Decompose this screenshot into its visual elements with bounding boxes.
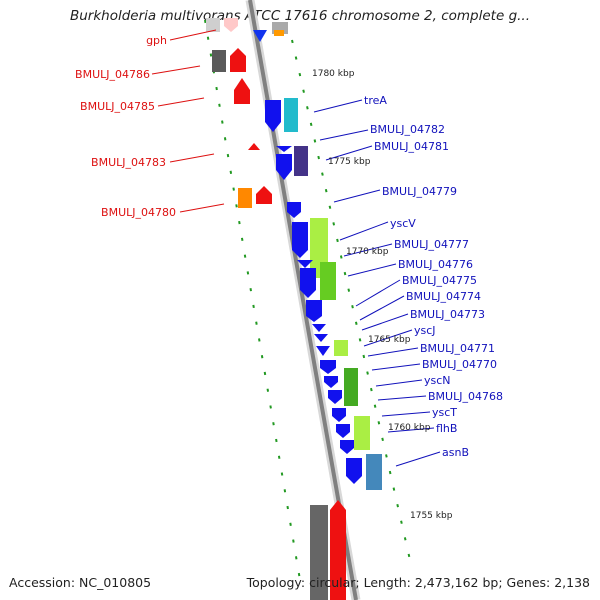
- gene-label-BMULJ_04783: BMULJ_04783: [91, 156, 166, 169]
- gene-label-BMULJ_04771: BMULJ_04771: [420, 342, 495, 355]
- gene-label-BMULJ_04786: BMULJ_04786: [75, 68, 150, 81]
- gene-label-BMULJ_04774: BMULJ_04774: [406, 290, 481, 303]
- gene-label-yscN: yscN: [424, 374, 451, 387]
- gene-label-BMULJ_04782: BMULJ_04782: [370, 123, 445, 136]
- gene-lower-red: [330, 500, 346, 600]
- gene-BMULJ_04785: [234, 78, 250, 104]
- gene-label-BMULJ_04768: BMULJ_04768: [428, 390, 503, 403]
- kbp-label-1770: 1770 kbp: [346, 247, 389, 257]
- kbp-label-1755: 1755 kbp: [410, 511, 453, 521]
- gene-label-BMULJ_04776: BMULJ_04776: [398, 258, 473, 271]
- forward-strand-genes: [253, 22, 382, 490]
- gene-label-gph: gph: [146, 34, 167, 47]
- gene-label-flhB: flhB: [436, 422, 457, 435]
- topology-text: Topology: circular; Length: 2,473,162 bp…: [246, 575, 590, 590]
- map-title: Burkholderia multivorans ATCC 17616 chro…: [69, 8, 531, 24]
- outer-tick-track: [291, 39, 411, 561]
- gene-label-BMULJ_04773: BMULJ_04773: [410, 308, 485, 321]
- gene-BMULJ_04783: [248, 143, 260, 150]
- gene-label-yscJ: yscJ: [414, 324, 436, 337]
- gene-label-yscT: yscT: [432, 406, 457, 419]
- gene-BMULJ_04780-b: [256, 186, 272, 204]
- gene-label-BMULJ_04770: BMULJ_04770: [422, 358, 497, 371]
- gene-lower-grey: [310, 505, 328, 600]
- kbp-label-1775: 1775 kbp: [328, 157, 371, 167]
- gene-label-yscV: yscV: [390, 217, 416, 230]
- gene-gph-2: [224, 18, 238, 32]
- gene-label-asnB: asnB: [442, 446, 469, 459]
- gene-label-BMULJ_04775: BMULJ_04775: [402, 274, 477, 287]
- kbp-label-1760: 1760 kbp: [388, 423, 431, 433]
- accession-text: Accession: NC_010805: [9, 575, 152, 590]
- kbp-label-1780: 1780 kbp: [312, 69, 355, 79]
- gene-BMULJ_04780-a: [238, 188, 252, 208]
- gene-gph: [206, 18, 220, 32]
- gene-label-BMULJ_04780: BMULJ_04780: [101, 206, 176, 219]
- gene-label-treA: treA: [364, 94, 387, 107]
- gene-label-BMULJ_04777: BMULJ_04777: [394, 238, 469, 251]
- gene-BMULJ_04786-b: [230, 48, 246, 72]
- kbp-label-1765: 1765 kbp: [368, 335, 411, 345]
- gene-label-BMULJ_04781: BMULJ_04781: [374, 140, 449, 153]
- gene-label-BMULJ_04785: BMULJ_04785: [80, 100, 155, 113]
- gene-label-BMULJ_04779: BMULJ_04779: [382, 185, 457, 198]
- gene-BMULJ_04786-a: [212, 50, 226, 72]
- reverse-strand-genes: [206, 18, 346, 600]
